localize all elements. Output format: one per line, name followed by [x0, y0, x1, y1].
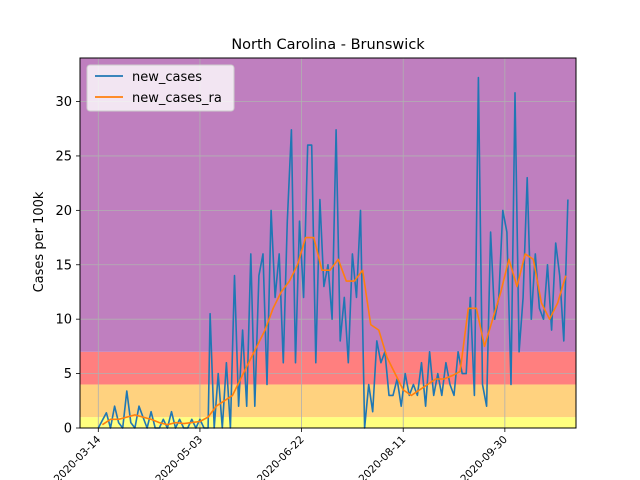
series-line-new-cases [97, 76, 569, 429]
y-tick-label-6: 30 [55, 95, 72, 110]
y-tick-label-2: 10 [55, 313, 72, 328]
chart-title: North Carolina - Brunswick [231, 37, 425, 53]
legend-label-new-cases: new_cases [132, 70, 202, 85]
y-tick-label-4: 20 [55, 204, 72, 219]
legend-label-new-cases-ra: new_cases_ra [132, 91, 222, 106]
x-tick-label-3: 2020-08-11 [357, 434, 409, 480]
band-2 [80, 351, 576, 385]
plot-frame [79, 57, 577, 429]
band-0 [80, 417, 576, 428]
legend-box [86, 64, 235, 112]
y-axis-label: Cases per 100k [32, 191, 47, 292]
y-tick-label-1: 5 [64, 367, 72, 382]
x-axis: 2020-03-14 2020-05-03 2020-06-22 2020-08-11… [52, 428, 510, 480]
y-tick-label-0: 0 [64, 422, 72, 437]
y-tick-label-3: 15 [55, 258, 72, 273]
y-tick-label-5: 25 [55, 149, 72, 164]
y-axis: 0 5 10 15 20 25 30 [55, 95, 80, 437]
series-line-new-cases-ra [101, 236, 567, 426]
x-tick-label-0: 2020-03-14 [52, 433, 104, 480]
x-tick-label-2: 2020-06-22 [255, 434, 307, 480]
x-tick-label-4: 2020-09-30 [458, 434, 510, 480]
x-tick-label-1: 2020-05-03 [153, 434, 205, 480]
series-layer [97, 76, 569, 429]
band-1 [80, 384, 576, 418]
legend: new_cases new_cases_ra [86, 64, 235, 112]
